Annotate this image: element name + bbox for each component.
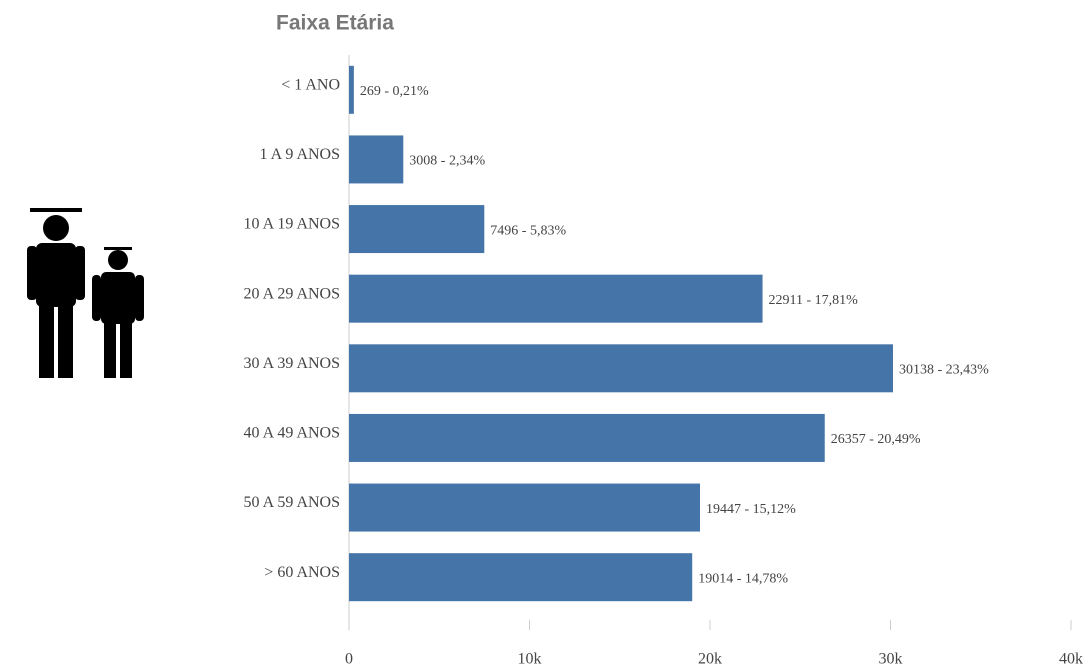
- data-label: 30138 - 23,43%: [899, 363, 989, 378]
- bar: [349, 413, 825, 462]
- chart-title: Faixa Etária: [276, 12, 394, 35]
- x-tick-label: 0: [345, 651, 353, 668]
- x-tick-label: 40k: [1059, 651, 1083, 668]
- bar: [349, 553, 693, 602]
- y-tick-label: 1 A 9 ANOS: [260, 146, 340, 163]
- y-tick-label: > 60 ANOS: [264, 564, 340, 581]
- y-tick-label: 30 A 39 ANOS: [244, 355, 340, 372]
- bar: [349, 344, 893, 393]
- x-tick-label: 20k: [698, 651, 722, 668]
- x-tick-label: 30k: [879, 651, 903, 668]
- people-icon: [27, 208, 144, 378]
- data-label: 269 - 0,21%: [360, 84, 429, 99]
- data-label: 26357 - 20,49%: [831, 432, 921, 447]
- data-label: 7496 - 5,83%: [490, 223, 566, 238]
- bar: [349, 135, 404, 184]
- bar: [349, 65, 354, 114]
- y-tick-label: 20 A 29 ANOS: [244, 285, 340, 302]
- data-label: 19014 - 14,78%: [698, 571, 788, 586]
- data-label: 22911 - 17,81%: [769, 293, 859, 308]
- bar: [349, 483, 701, 532]
- data-label: 19447 - 15,12%: [706, 502, 796, 517]
- bar: [349, 274, 763, 323]
- data-label: 3008 - 2,34%: [409, 154, 485, 169]
- y-tick-label: < 1 ANO: [281, 76, 340, 93]
- x-tick-label: 10k: [518, 651, 542, 668]
- y-tick-label: 50 A 59 ANOS: [244, 494, 340, 511]
- bar: [349, 205, 485, 254]
- y-tick-label: 10 A 19 ANOS: [244, 216, 340, 233]
- y-tick-label: 40 A 49 ANOS: [244, 425, 340, 442]
